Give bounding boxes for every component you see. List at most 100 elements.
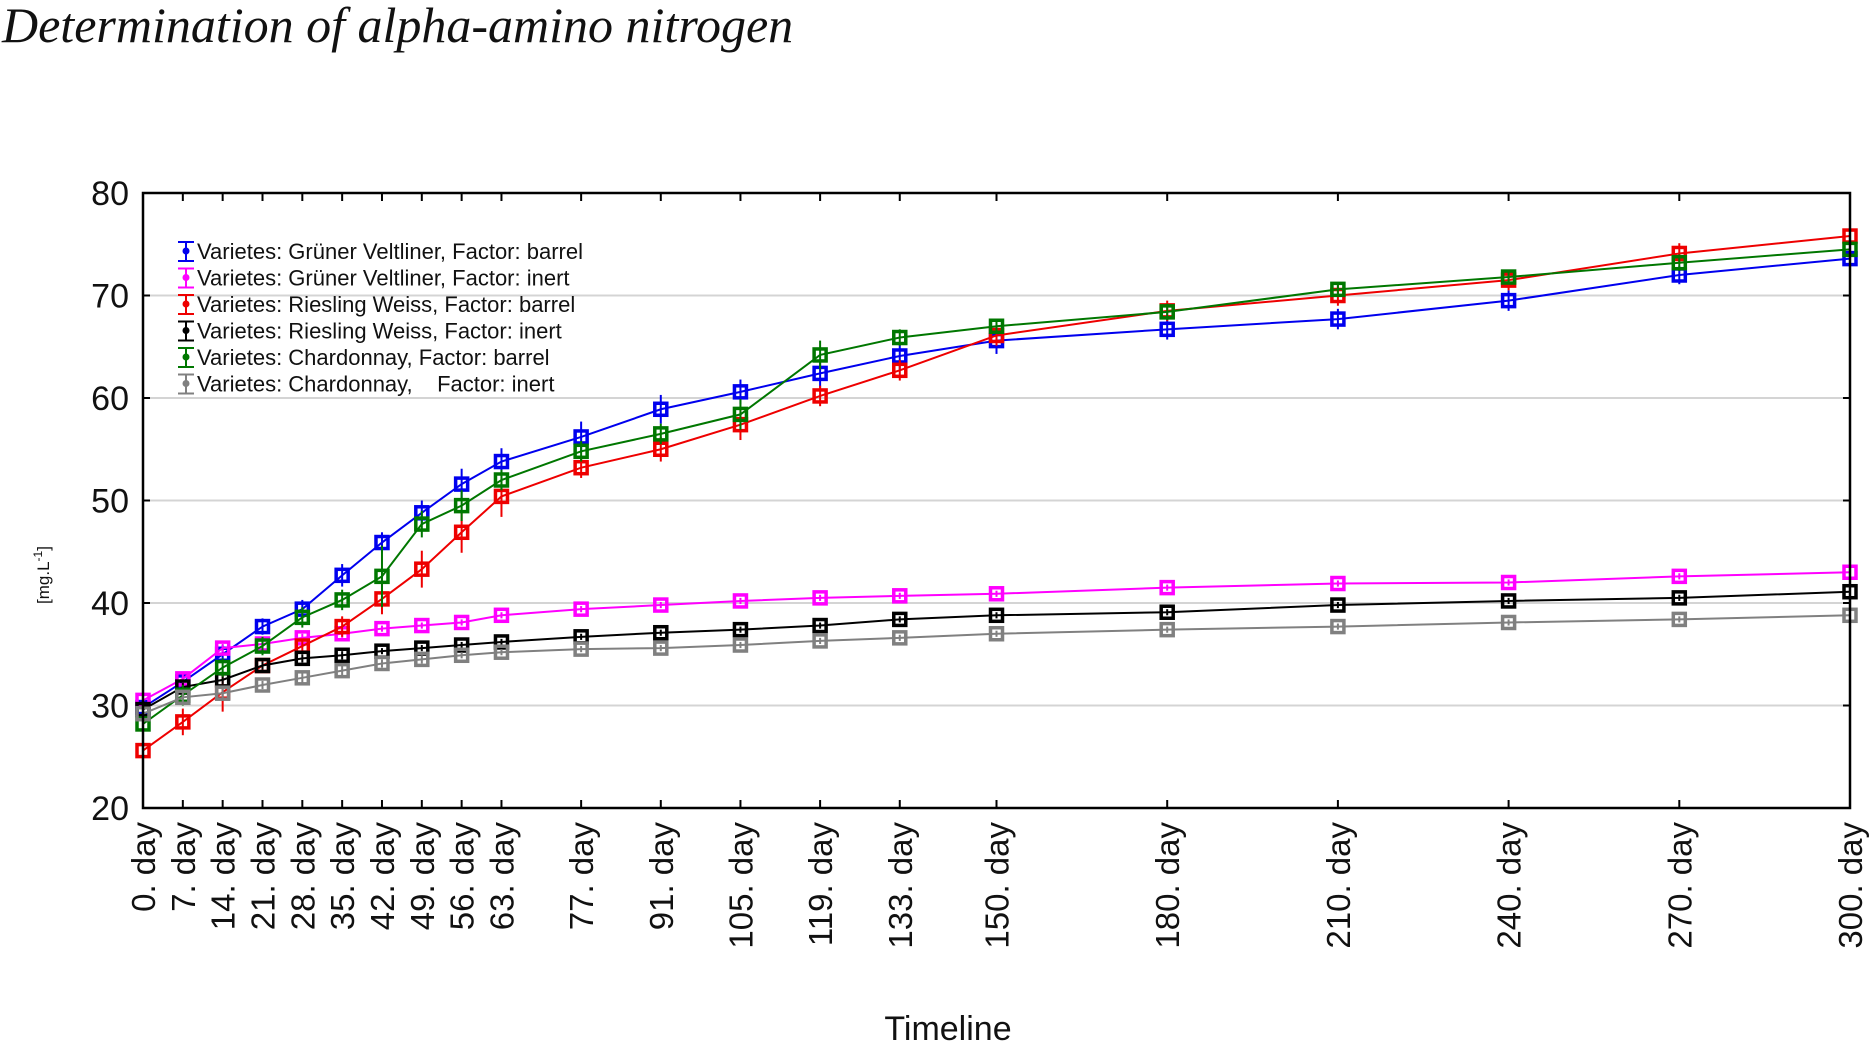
y-tick-label: 80 [91,175,129,213]
data-point [812,388,828,404]
data-point [732,384,749,400]
data-point [892,329,908,346]
data-point [1671,254,1688,271]
legend-label: Varietes: Chardonnay, Factor: barrel [197,345,550,370]
data-point [175,714,191,730]
data-point [493,607,510,624]
y-tick-label: 40 [91,585,129,623]
series-4 [135,583,1858,718]
legend-marker-dot [182,380,190,387]
data-point [175,689,191,706]
legend-label: Varietes: Chardonnay, Factor: inert [197,372,554,397]
data-point [573,641,589,657]
legend-label: Varietes: Riesling Weiss, Factor: inert [197,319,562,344]
data-point [1500,614,1517,631]
data-point [1330,597,1346,613]
data-point [653,597,669,613]
data-point [453,614,470,631]
data-point [653,426,669,442]
x-tick-label: 42. day [364,822,401,931]
series-layer [135,227,1858,761]
data-point [1330,618,1346,635]
data-point [732,593,749,609]
legend-item: Varietes: Grüner Veltliner, Factor: barr… [178,239,583,264]
data-point [1330,575,1346,592]
x-tick-label: 270. day [1661,822,1698,949]
data-point [453,524,470,541]
legend-label: Varietes: Grüner Veltliner, Factor: iner… [197,266,570,291]
y-axis-title: [mg.L-1] [31,546,53,604]
x-tick-label: 133. day [882,822,919,949]
y-tick-label: 70 [91,278,129,316]
data-point [1671,590,1688,606]
data-point [294,650,311,667]
series-5 [135,241,1858,737]
data-point [334,662,350,679]
y-tick-label: 50 [91,483,129,521]
data-point [892,630,908,646]
data-point [334,618,350,635]
series-line [142,614,1851,715]
y-axis-title-close: ] [34,546,53,551]
data-point [988,626,1005,642]
data-point [653,640,669,656]
data-point [732,621,749,638]
legend-marker-dot [182,300,190,308]
data-point [732,406,749,423]
data-point [414,561,430,577]
x-tick-label: 105. day [722,822,759,949]
x-tick-label: 91. day [643,822,680,931]
x-tick-label: 7. day [165,822,202,912]
data-point [254,677,271,693]
data-point [214,640,231,656]
data-point [1159,579,1175,596]
y-tick-label: 30 [91,688,129,726]
data-point [334,592,350,608]
legend-label: Varietes: Riesling Weiss, Factor: barrel [197,292,575,317]
y-tick-label: 60 [91,380,129,418]
data-point [1159,304,1175,320]
x-tick-label: 14. day [205,822,242,931]
data-point [214,659,231,676]
x-tick-label: 210. day [1320,822,1357,949]
legend-item: Varietes: Chardonnay, Factor: barrel [178,345,550,370]
x-tick-label: 150. day [979,822,1016,949]
data-point [414,651,430,668]
series-6 [135,607,1858,722]
legend-label: Varietes: Grüner Veltliner, Factor: barr… [197,239,583,264]
legend-item: Varietes: Grüner Veltliner, Factor: iner… [178,266,570,291]
grid-lines [143,294,1850,707]
data-point [812,590,828,606]
x-tick-label: 300. day [1832,822,1869,949]
data-point [812,617,828,634]
x-tick-label: 28. day [284,822,321,931]
legend-marker-dot [182,274,190,281]
x-tick-label: 0. day [125,822,162,912]
data-point [1159,321,1175,338]
data-point [988,318,1005,334]
x-tick-label: 49. day [404,822,441,931]
legend-marker-dot [182,247,190,255]
data-point [294,609,311,626]
legend-marker-dot [182,327,190,334]
chart-title: Determination of alpha-amino nitrogen [2,0,794,53]
data-point [573,601,589,617]
data-point [653,401,669,418]
y-tick-label: 20 [91,790,129,828]
data-point [374,620,390,637]
data-point [573,459,589,476]
series-2 [135,564,1858,710]
data-point [1330,281,1346,298]
data-point [214,685,231,701]
data-point [988,607,1005,624]
x-tick-label: 77. day [563,822,600,931]
data-point [334,567,350,584]
legend-marker-dot [182,353,190,361]
data-point [493,644,510,660]
x-axis: 0. day 7. day 14. day 21. day 28. day 35. day… [125,193,1869,949]
data-point [254,638,271,654]
data-point [294,670,311,686]
legend: Varietes: Grüner Veltliner, Factor: barr… [178,239,583,397]
y-axis: 20 30 40 50 60 70 80 [91,175,1850,828]
